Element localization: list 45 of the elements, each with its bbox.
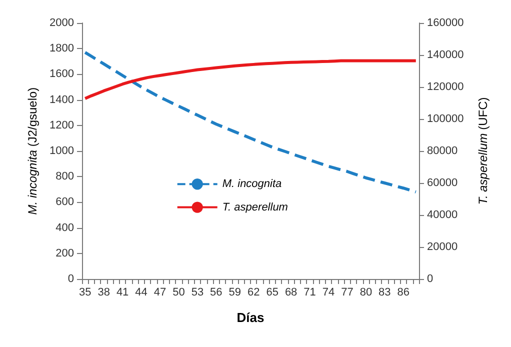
y-tick-label: 800 <box>56 170 74 183</box>
y2-tick-label: 60000 <box>427 177 458 189</box>
y-tick-label: 1400 <box>50 94 74 106</box>
y2-tick-label: 100000 <box>427 113 464 125</box>
y-tick-label: 1600 <box>50 68 74 80</box>
x-tick-label: 53 <box>191 286 204 298</box>
legend-label: T. asperellum <box>222 201 288 214</box>
x-tick-label: 38 <box>98 286 110 298</box>
x-tick-label: 41 <box>116 286 129 298</box>
x-tick-label: 74 <box>322 286 335 298</box>
x-tick-label: 71 <box>304 286 316 298</box>
y2-axis-title: T. asperellum (UFC) <box>476 97 490 205</box>
y-tick-label: 400 <box>56 222 74 234</box>
x-tick-label: 86 <box>397 286 410 298</box>
y-tick-label: 1200 <box>50 119 74 132</box>
x-tick-label: 83 <box>378 286 391 298</box>
y-tick-label: 2000 <box>50 17 74 29</box>
y-tick-label: 200 <box>56 247 74 260</box>
y-axis-title: M. incognita (J2/gsuelo) <box>26 87 40 215</box>
line-series <box>84 50 418 194</box>
x-tick-label: 56 <box>210 286 222 298</box>
x-tick-label: 47 <box>154 286 166 298</box>
y2-tick-label: 140000 <box>427 49 464 61</box>
y2-tick-label: 20000 <box>427 241 458 253</box>
y2-tick-label: 120000 <box>427 81 464 93</box>
y2-tick-label: 80000 <box>427 145 458 157</box>
x-tick-label: 50 <box>172 286 185 298</box>
x-tick-label: 62 <box>247 286 260 298</box>
y-tick-label: 600 <box>56 196 74 208</box>
legend-label: M. incognita <box>222 178 282 190</box>
x-tick-label: 44 <box>135 286 148 298</box>
x-tick-label: 65 <box>266 286 278 298</box>
y-tick-label: 1000 <box>50 145 74 157</box>
y-tick-label: 0 <box>68 273 74 285</box>
y2-tick-label: 160000 <box>427 17 464 29</box>
y2-tick-label: 40000 <box>427 209 458 221</box>
x-tick-label: 59 <box>228 286 242 298</box>
y2-tick-label: 0 <box>427 273 434 285</box>
x-tick-label: 80 <box>360 286 372 298</box>
line-series <box>84 59 418 100</box>
x-tick-label: 68 <box>284 286 298 298</box>
x-tick-label: 77 <box>341 286 354 298</box>
x-tick-label: 35 <box>78 286 92 298</box>
y-tick-label: 1800 <box>50 42 74 55</box>
x-axis-title: Días <box>236 310 264 325</box>
